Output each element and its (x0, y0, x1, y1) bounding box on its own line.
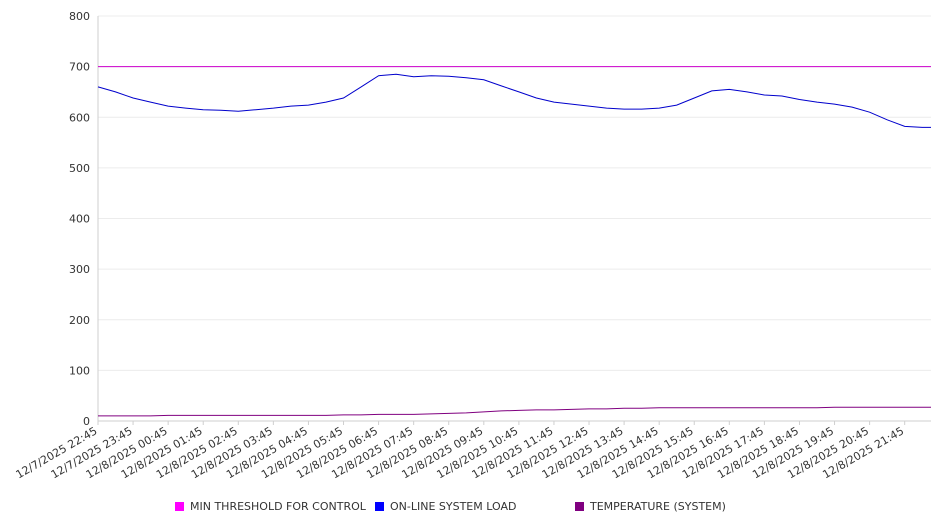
y-tick-label: 700 (69, 61, 90, 74)
legend-swatch-temperature (575, 502, 584, 511)
y-tick-label: 200 (69, 314, 90, 327)
legend: MIN THRESHOLD FOR CONTROL ON-LINE SYSTEM… (0, 496, 946, 516)
y-tick-label: 800 (69, 10, 90, 23)
y-tick-label: 300 (69, 263, 90, 276)
y-axis-ticks: 0 100 200 300 400 500 600 700 800 (69, 10, 90, 428)
legend-label-min-threshold: MIN THRESHOLD FOR CONTROL (190, 500, 366, 513)
legend-swatch-min-threshold (175, 502, 184, 511)
y-tick-label: 500 (69, 162, 90, 175)
legend-item-min-threshold[interactable]: MIN THRESHOLD FOR CONTROL (175, 500, 366, 513)
series-line-2 (98, 406, 931, 417)
legend-label-temperature: TEMPERATURE (SYSTEM) (590, 500, 726, 513)
legend-item-online-system-load[interactable]: ON-LINE SYSTEM LOAD (375, 500, 516, 513)
legend-item-temperature[interactable]: TEMPERATURE (SYSTEM) (575, 500, 726, 513)
y-tick-label: 600 (69, 111, 90, 124)
legend-label-online-system-load: ON-LINE SYSTEM LOAD (390, 500, 517, 513)
y-tick-label: 0 (83, 415, 90, 428)
series-line-1 (97, 73, 931, 128)
legend-swatch-online-system-load (375, 502, 384, 511)
series-lines (97, 66, 931, 417)
grid-lines (98, 15, 931, 371)
y-tick-label: 400 (69, 213, 90, 226)
y-tick-label: 100 (69, 364, 90, 377)
